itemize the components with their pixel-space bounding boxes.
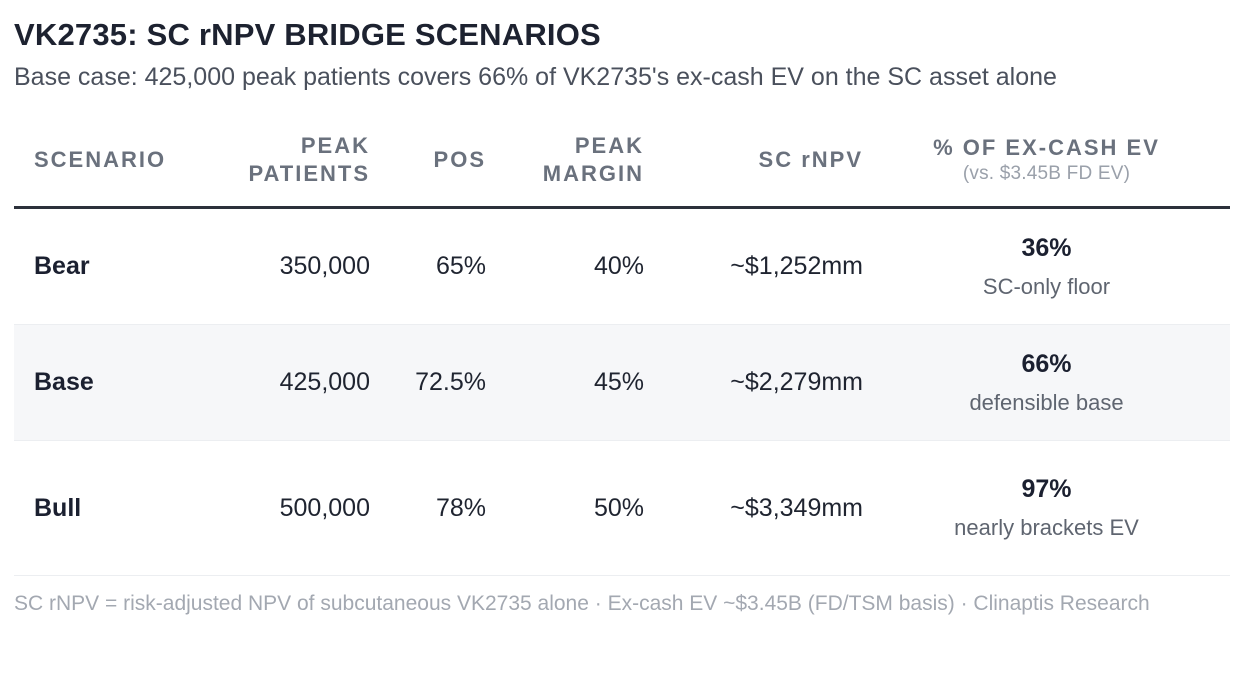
content: VK2735: SC rNPV BRIDGE SCENARIOS Base ca… bbox=[14, 0, 1230, 622]
cell-scenario: Base bbox=[14, 324, 184, 441]
column-header-peak-patients-line1: PEAK bbox=[300, 133, 370, 158]
cell-sc-rnpv: ~$3,349mm bbox=[644, 440, 863, 576]
pct-note: defensible base bbox=[969, 389, 1124, 415]
table-body: Bear 350,000 65% 40% ~$1,252mm 36% SC-on… bbox=[14, 207, 1230, 576]
cell-sc-rnpv: ~$1,252mm bbox=[644, 207, 863, 325]
cell-peak-margin: 45% bbox=[486, 324, 644, 441]
table-row-bull: Bull 500,000 78% 50% ~$3,349mm 97% nearl… bbox=[14, 440, 1230, 576]
pct-value: 66% bbox=[1021, 349, 1072, 378]
cell-scenario: Bear bbox=[14, 207, 184, 325]
cell-pct-ex-cash-ev: 66% defensible base bbox=[863, 324, 1230, 441]
table-header: SCENARIO PEAK PATIENTS POS PEAK MARGIN S… bbox=[14, 114, 1230, 209]
cell-peak-patients: 500,000 bbox=[184, 440, 370, 576]
column-header-peak-margin-line2: MARGIN bbox=[542, 161, 644, 186]
column-header-pos: POS bbox=[370, 114, 486, 209]
column-header-pct-ex-cash-ev-label: % OF EX-CASH EV bbox=[933, 135, 1160, 160]
pct-value: 36% bbox=[1021, 233, 1072, 262]
cell-scenario: Bull bbox=[14, 440, 184, 576]
cell-pos: 72.5% bbox=[370, 324, 486, 441]
column-header-peak-patients: PEAK PATIENTS bbox=[184, 114, 370, 209]
column-header-scenario: SCENARIO bbox=[14, 114, 184, 209]
table-header-row: SCENARIO PEAK PATIENTS POS PEAK MARGIN S… bbox=[14, 114, 1230, 209]
cell-pos: 78% bbox=[370, 440, 486, 576]
column-header-peak-margin: PEAK MARGIN bbox=[486, 114, 644, 209]
column-header-pct-ex-cash-ev-sub: (vs. $3.45B FD EV) bbox=[962, 163, 1131, 184]
cell-pct-ex-cash-ev: 97% nearly brackets EV bbox=[863, 440, 1230, 576]
table-row-base: Base 425,000 72.5% 45% ~$2,279mm 66% def… bbox=[14, 324, 1230, 441]
scenario-table: SCENARIO PEAK PATIENTS POS PEAK MARGIN S… bbox=[14, 114, 1230, 576]
cell-pos: 65% bbox=[370, 207, 486, 325]
cell-sc-rnpv: ~$2,279mm bbox=[644, 324, 863, 441]
footnote: SC rNPV = risk-adjusted NPV of subcutane… bbox=[14, 592, 1150, 615]
column-header-pct-ex-cash-ev: % OF EX-CASH EV (vs. $3.45B FD EV) bbox=[863, 114, 1230, 209]
column-header-peak-margin-line1: PEAK bbox=[574, 133, 644, 158]
cell-peak-margin: 50% bbox=[486, 440, 644, 576]
cell-peak-patients: 350,000 bbox=[184, 207, 370, 325]
pct-note: nearly brackets EV bbox=[954, 515, 1139, 540]
page-title: VK2735: SC rNPV BRIDGE SCENARIOS bbox=[14, 17, 601, 52]
cell-peak-margin: 40% bbox=[486, 207, 644, 325]
pct-value: 97% bbox=[1021, 475, 1072, 503]
cell-pct-ex-cash-ev: 36% SC-only floor bbox=[863, 207, 1230, 325]
pct-note: SC-only floor bbox=[982, 273, 1111, 299]
column-header-sc-rnpv: SC rNPV bbox=[644, 114, 863, 209]
table-row-bear: Bear 350,000 65% 40% ~$1,252mm 36% SC-on… bbox=[14, 207, 1230, 325]
cell-peak-patients: 425,000 bbox=[184, 324, 370, 441]
page-subtitle: Base case: 425,000 peak patients covers … bbox=[14, 63, 1057, 91]
column-header-peak-patients-line2: PATIENTS bbox=[248, 161, 370, 186]
